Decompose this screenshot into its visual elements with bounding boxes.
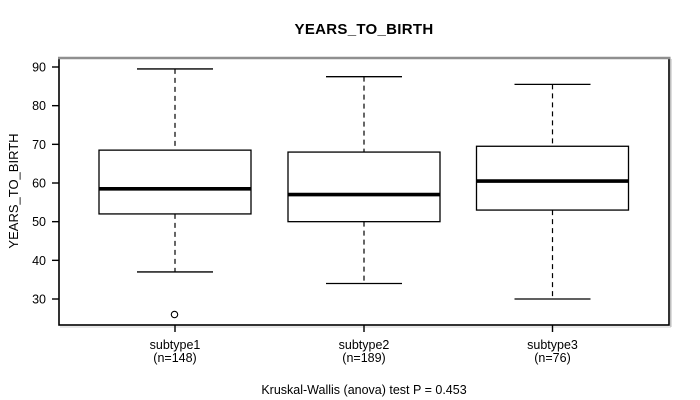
kruskal-wallis-annotation: Kruskal-Wallis (anova) test P = 0.453	[261, 383, 467, 397]
chart-title: YEARS_TO_BIRTH	[294, 21, 434, 38]
y-tick-label: 30	[32, 293, 46, 307]
x-category-label: subtype3	[527, 338, 578, 352]
x-category-count-label: (n=76)	[534, 351, 570, 365]
x-category-label: subtype1	[150, 338, 201, 352]
x-category-label: subtype2	[339, 338, 390, 352]
y-tick-label: 70	[32, 138, 46, 152]
x-category-count-label: (n=148)	[153, 351, 196, 365]
y-tick-label: 40	[32, 254, 46, 268]
iqr-box	[475, 145, 630, 211]
y-tick-label: 60	[32, 177, 46, 191]
x-category-count-label: (n=189)	[342, 351, 385, 365]
outlier-point	[170, 310, 179, 319]
iqr-box	[98, 149, 252, 215]
iqr-box	[287, 151, 441, 223]
y-tick-label: 90	[32, 61, 46, 75]
y-tick-label: 80	[32, 99, 46, 113]
y-tick-label: 50	[32, 215, 46, 229]
